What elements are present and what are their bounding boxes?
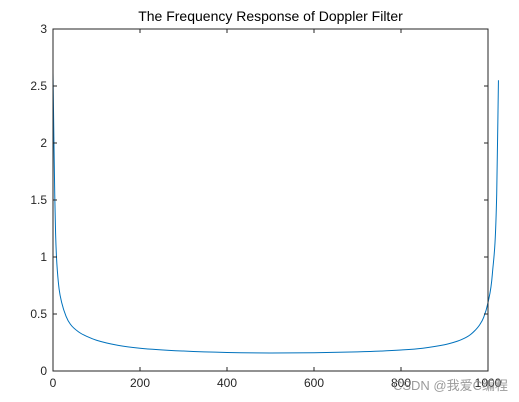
y-tick-label: 3 — [40, 22, 47, 36]
y-tick-label: 2.5 — [30, 79, 47, 93]
x-tick-label: 0 — [50, 376, 57, 390]
chart-title: The Frequency Response of Doppler Filter — [138, 8, 403, 24]
series-line — [52, 72, 499, 354]
y-tick-label: 0 — [40, 364, 47, 378]
plot-area — [53, 29, 488, 371]
y-tick-label: 1.5 — [30, 193, 47, 207]
watermark-text: CSDN @我爱C编程 — [393, 378, 508, 393]
x-tick-label: 400 — [217, 376, 237, 390]
x-tick-label: 800 — [391, 376, 411, 390]
y-tick-label: 0.5 — [30, 307, 47, 321]
axes-box — [52, 28, 489, 372]
series-group — [52, 72, 499, 354]
y-axis-ticks: 0 0.5 1 1.5 2 2.5 3 — [30, 22, 488, 378]
x-tick-label: 1000 — [475, 376, 502, 390]
y-tick-label: 1 — [40, 250, 47, 264]
x-tick-label: 600 — [304, 376, 324, 390]
x-tick-label: 200 — [130, 376, 150, 390]
y-tick-label: 2 — [40, 136, 47, 150]
